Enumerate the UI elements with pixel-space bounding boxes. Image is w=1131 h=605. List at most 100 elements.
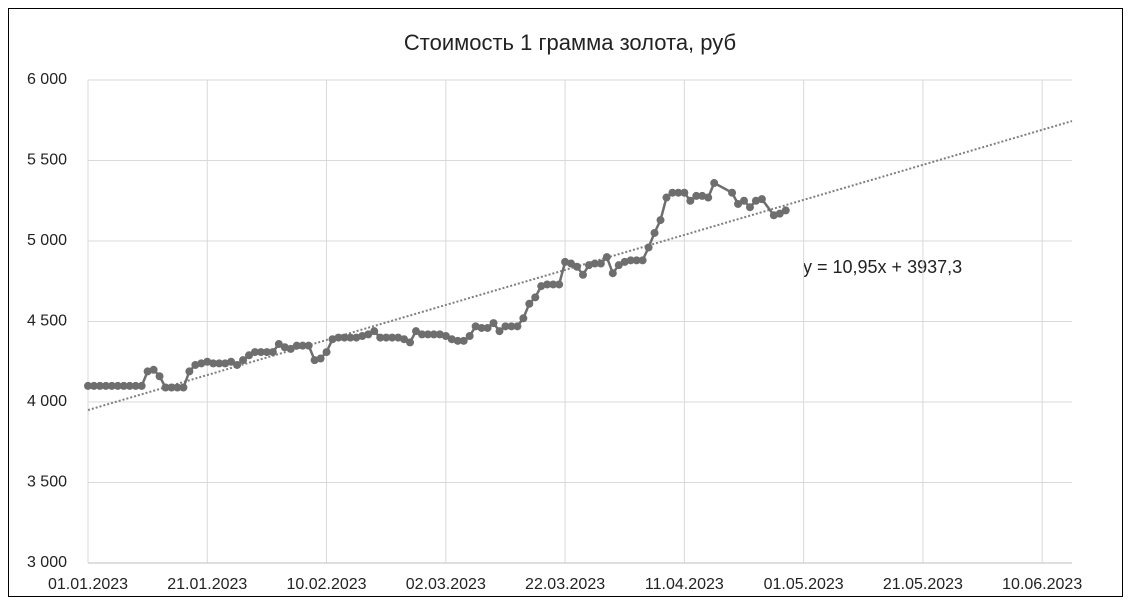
- data-point: [757, 195, 766, 204]
- data-point: [614, 261, 623, 270]
- data-point: [567, 259, 576, 268]
- data-point: [161, 383, 170, 392]
- data-point: [137, 381, 146, 390]
- data-point: [626, 256, 635, 265]
- data-point: [256, 348, 265, 357]
- data-point: [316, 354, 325, 363]
- data-point: [459, 336, 468, 345]
- data-point: [489, 319, 498, 328]
- data-point: [519, 314, 528, 323]
- data-point: [179, 383, 188, 392]
- data-point: [119, 381, 128, 390]
- data-point: [781, 206, 790, 215]
- data-point: [483, 323, 492, 332]
- data-point: [185, 367, 194, 376]
- data-point: [602, 253, 611, 262]
- data-point: [417, 330, 426, 339]
- data-point: [406, 338, 415, 347]
- data-point: [728, 188, 737, 197]
- data-point: [382, 333, 391, 342]
- data-point: [400, 335, 409, 344]
- data-point: [250, 348, 259, 357]
- data-point: [590, 259, 599, 268]
- data-point: [662, 193, 671, 202]
- x-tick-label: 02.03.2023: [406, 576, 486, 593]
- data-point: [745, 203, 754, 212]
- trendline-equation: y = 10,95x + 3937,3: [803, 257, 962, 277]
- x-tick-label: 21.01.2023: [167, 576, 247, 593]
- data-point: [596, 259, 605, 268]
- data-point: [101, 381, 110, 390]
- data-point: [710, 179, 719, 188]
- data-point: [412, 327, 420, 336]
- data-point: [340, 333, 349, 342]
- data-point: [233, 360, 242, 369]
- data-point: [155, 372, 164, 381]
- x-tick-label: 10.02.2023: [287, 576, 367, 593]
- data-point: [525, 299, 534, 308]
- data-point: [286, 344, 295, 353]
- chart-title: Стоимость 1 грамма золота, руб: [404, 30, 736, 55]
- data-point: [215, 359, 224, 368]
- data-point: [668, 188, 677, 197]
- data-point: [507, 322, 516, 331]
- data-point: [388, 333, 397, 342]
- data-point: [686, 196, 695, 205]
- data-point: [740, 196, 748, 205]
- data-point: [131, 381, 140, 390]
- y-tick-label: 4 500: [27, 313, 67, 330]
- data-point: [578, 270, 587, 279]
- data-point: [465, 331, 474, 340]
- data-point: [334, 333, 343, 342]
- data-point: [453, 336, 462, 345]
- y-tick-label: 6 000: [27, 71, 67, 88]
- y-tick-label: 3 500: [27, 474, 67, 491]
- data-point: [650, 228, 659, 237]
- data-point: [638, 256, 647, 265]
- data-point: [775, 209, 784, 218]
- data-point: [376, 333, 385, 342]
- x-tick-label: 01.05.2023: [764, 576, 844, 593]
- x-tick-label: 22.03.2023: [525, 576, 605, 593]
- data-point: [245, 351, 254, 360]
- y-tick-label: 4 000: [27, 393, 67, 410]
- data-point: [477, 323, 486, 332]
- data-point: [429, 330, 438, 339]
- data-point: [149, 365, 158, 374]
- data-point: [531, 293, 540, 302]
- data-point: [125, 381, 134, 390]
- data-point: [549, 280, 558, 289]
- data-point: [113, 381, 122, 390]
- data-point: [423, 330, 432, 339]
- data-point: [680, 188, 689, 197]
- x-tick-label: 10.06.2023: [1002, 576, 1082, 593]
- x-tick-label: 21.05.2023: [883, 576, 963, 593]
- data-point: [322, 348, 331, 357]
- data-point: [704, 193, 713, 202]
- data-point: [268, 348, 277, 357]
- x-tick-label: 01.01.2023: [48, 576, 128, 593]
- data-point: [95, 381, 104, 390]
- y-tick-label: 5 500: [27, 152, 67, 169]
- data-point: [209, 359, 218, 368]
- data-point: [173, 383, 182, 392]
- data-point: [239, 356, 248, 365]
- data-point: [262, 348, 271, 357]
- data-point: [734, 199, 743, 208]
- data-point: [573, 262, 582, 271]
- data-point: [495, 327, 504, 336]
- data-point: [364, 330, 373, 339]
- data-point: [304, 341, 313, 350]
- y-tick-label: 5 000: [27, 232, 67, 249]
- data-point: [674, 188, 683, 197]
- data-point: [292, 341, 301, 350]
- y-tick-label: 3 000: [27, 554, 67, 571]
- data-point: [555, 280, 564, 289]
- data-point: [644, 243, 653, 252]
- data-point: [227, 357, 236, 366]
- data-point: [346, 333, 355, 342]
- x-tick-label: 11.04.2023: [645, 576, 724, 593]
- data-point: [89, 381, 98, 390]
- data-point: [107, 381, 116, 390]
- data-point: [167, 383, 176, 392]
